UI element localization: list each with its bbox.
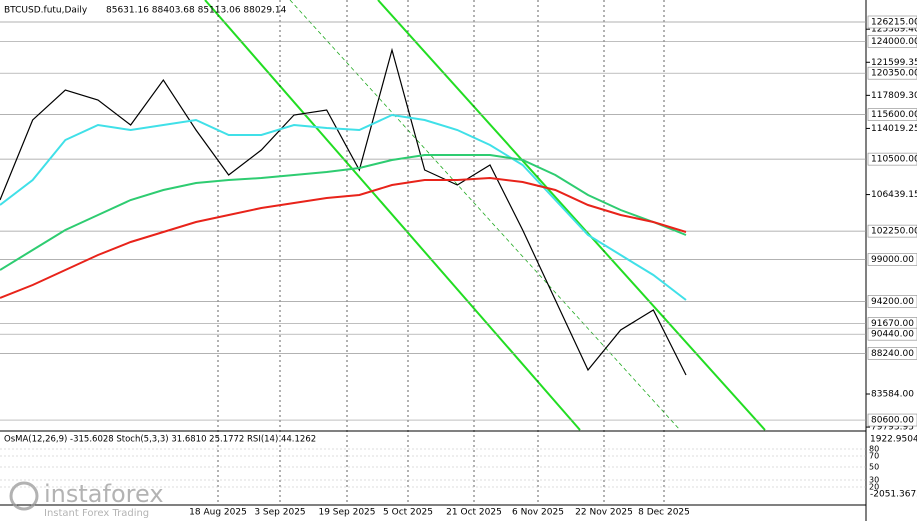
level-label: 102250.00 [871, 227, 917, 237]
x-tick-label: 21 Oct 2025 [446, 508, 502, 518]
level-label-box [867, 413, 917, 427]
watermark: instaforex Instant Forex Trading [9, 480, 164, 519]
y-tick-label: 83584.00 [871, 390, 914, 400]
level-label: 99000.00 [871, 255, 914, 265]
y-tick-label: 125389.40 [871, 25, 917, 35]
level-label: 115600.00 [871, 110, 917, 120]
osc-level-label: 70 [869, 452, 879, 461]
oscillator-label: OsMA(12,26,9) -315.6028 Stoch(5,3,3) 31.… [4, 435, 316, 445]
level-label-box [867, 152, 917, 166]
level-label-box [867, 347, 917, 360]
osc-level-label: 20 [869, 483, 879, 492]
osc-level-label: 50 [869, 463, 879, 472]
osc-min: -2051.3672 [870, 490, 917, 500]
x-tick-label: 3 Sep 2025 [254, 508, 305, 518]
y-tick-label: 114019.25 [871, 124, 917, 134]
x-tick-label: 22 Nov 2025 [575, 508, 633, 518]
chart-title: BTCUSD.futu,Daily [4, 6, 88, 16]
series-line [0, 113, 687, 301]
watermark-brand: instaforex [44, 480, 164, 508]
level-label: 88240.00 [871, 349, 914, 359]
series-line [0, 177, 687, 299]
level-label: 110500.00 [871, 155, 917, 165]
level-label-box [867, 224, 917, 238]
level-label: 126215.00 [871, 17, 917, 27]
channel-line [204, 0, 581, 431]
level-label: 94200.00 [871, 297, 914, 307]
channel-line [377, 0, 766, 431]
level-label-box [867, 66, 917, 80]
level-label: 120350.00 [871, 69, 917, 79]
y-tick-label: 121599.35 [871, 58, 917, 68]
ohlc: 85631.16 88403.68 85113.06 88029.14 [106, 6, 287, 16]
watermark-slogan: Instant Forex Trading [44, 508, 149, 519]
series-line [0, 154, 687, 271]
x-tick-label: 8 Dec 2025 [638, 508, 690, 518]
level-label-box [867, 295, 917, 308]
level-label: 80600.00 [871, 416, 914, 426]
x-tick-label: 5 Oct 2025 [383, 508, 433, 518]
level-label: 91670.00 [871, 319, 914, 329]
watermark-logo [9, 481, 39, 511]
level-label-box [867, 15, 917, 29]
y-tick-label: 117809.30 [871, 91, 917, 101]
level-label-box [867, 108, 917, 121]
level-label-box [867, 327, 917, 341]
osc-level-label: 80 [869, 445, 879, 454]
level-label-box [867, 35, 917, 48]
osc-level-label: 30 [869, 476, 879, 485]
x-tick-label: 18 Aug 2025 [189, 508, 247, 518]
level-label-box [867, 253, 917, 266]
level-label: 124000.00 [871, 37, 917, 47]
x-tick-label: 19 Sep 2025 [318, 508, 375, 518]
x-tick-label: 6 Nov 2025 [512, 508, 564, 518]
channel-midline [289, 0, 681, 431]
level-label: 90440.00 [871, 330, 914, 340]
y-tick-label: 106439.15 [871, 190, 917, 200]
y-tick-label: 79793.95 [871, 423, 914, 433]
series-line [0, 47, 687, 376]
osc-max: 1922.9504 [870, 435, 917, 445]
